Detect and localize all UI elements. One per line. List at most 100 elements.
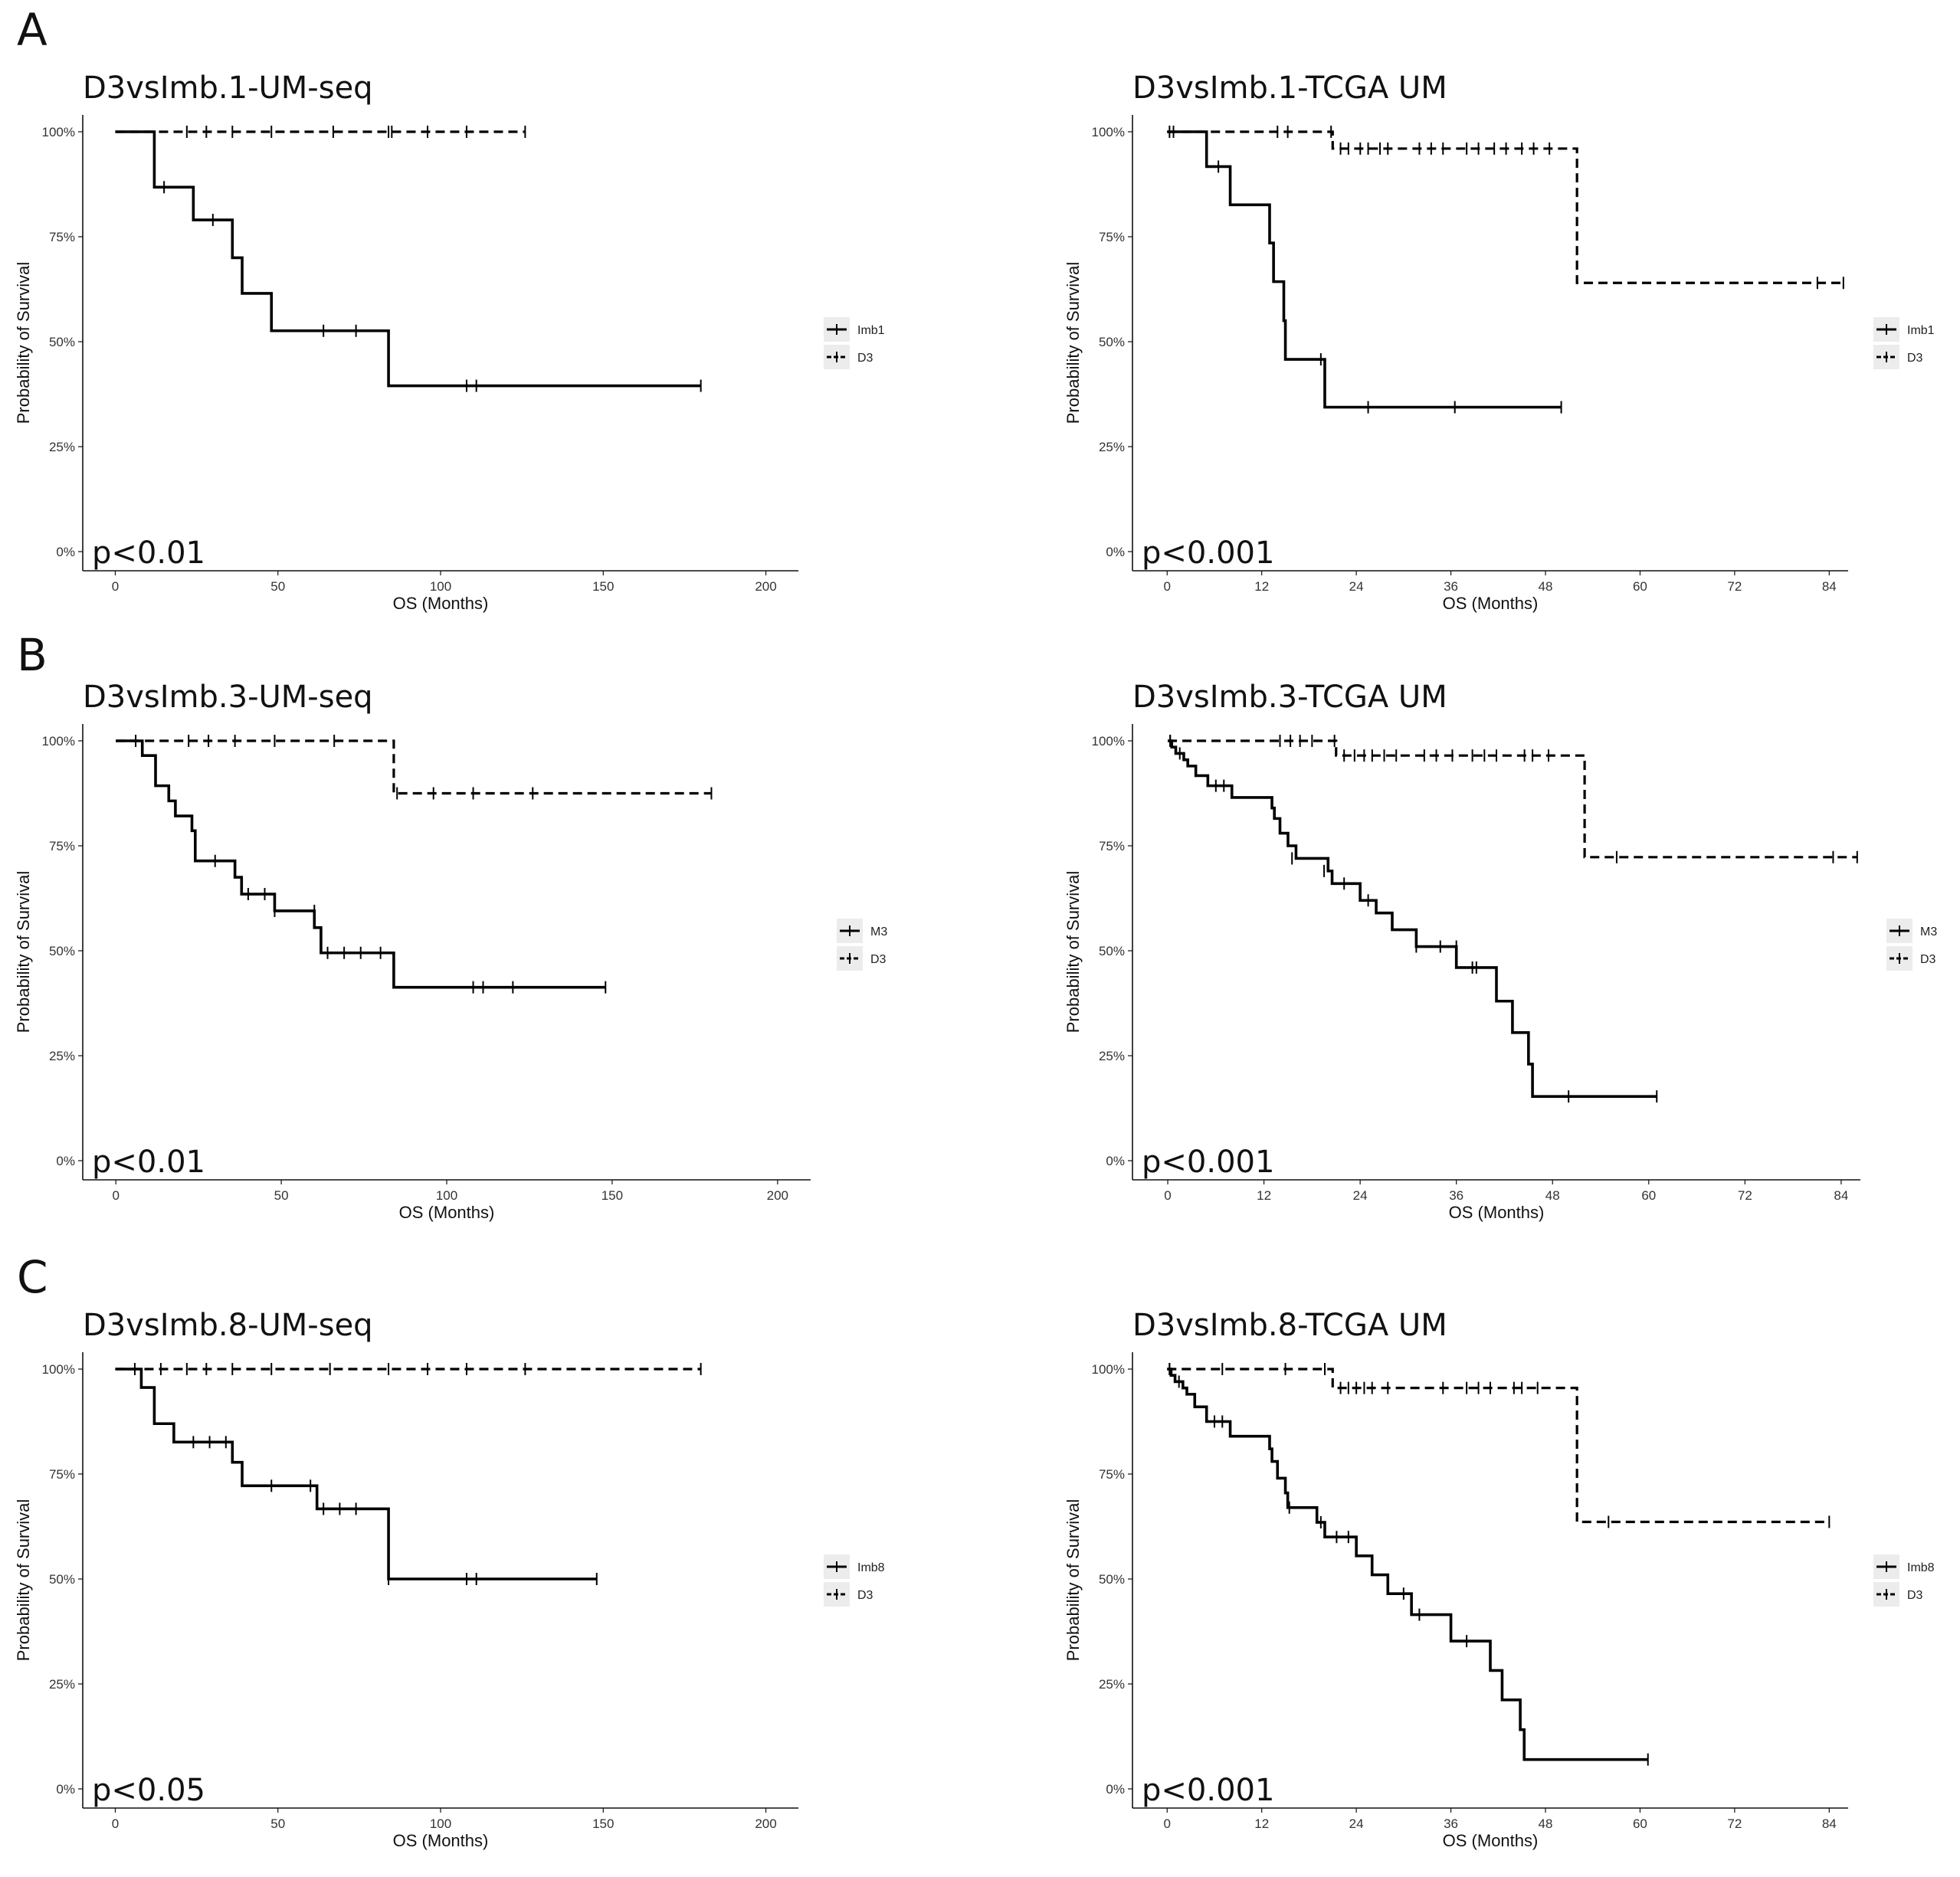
legend-label: Imb8 bbox=[857, 1561, 885, 1574]
x-tick-label: 48 bbox=[1539, 1816, 1553, 1831]
survival-curve-imb1 bbox=[115, 130, 701, 388]
x-tick-label: 0 bbox=[1164, 1816, 1171, 1831]
y-tick-label: 25% bbox=[1099, 1049, 1125, 1063]
y-tick-label: 0% bbox=[56, 545, 75, 559]
y-axis-label: Probability of Survival bbox=[14, 1499, 33, 1662]
legend-label: D3 bbox=[1920, 953, 1936, 966]
km-plot-c-tcga-um: D3vsImb.8-TCGA UM 0% 25% 50% 75% 100% 0 12 24 36 4… bbox=[1050, 1295, 1960, 1877]
x-tick-label: 72 bbox=[1727, 579, 1742, 594]
y-tick-label: 100% bbox=[1092, 734, 1125, 749]
series-d3 bbox=[116, 735, 713, 800]
x-tick-label: 84 bbox=[1822, 1816, 1837, 1831]
y-tick-label: 25% bbox=[49, 440, 75, 454]
km-plot-svg: D3vsImb.3-UM-seq 0% 25% 50% 75% 100% 0 50 100 150… bbox=[14, 680, 887, 1222]
series-d3 bbox=[1167, 1363, 1831, 1528]
y-tick-label: 25% bbox=[49, 1677, 75, 1692]
y-axis-label: Probability of Survival bbox=[14, 871, 33, 1033]
legend: M3 D3 bbox=[1886, 919, 1937, 971]
survival-curve-imb1 bbox=[1167, 130, 1562, 409]
x-tick-label: 0 bbox=[1164, 579, 1171, 594]
legend: Imb1 D3 bbox=[824, 317, 885, 369]
chart-title: D3vsImb.1-UM-seq bbox=[83, 70, 373, 106]
y-tick-label: 100% bbox=[42, 1362, 75, 1377]
p-value: p<0.01 bbox=[92, 536, 205, 571]
chart-title: D3vsImb.8-UM-seq bbox=[83, 1308, 373, 1343]
series-d3 bbox=[1167, 126, 1845, 290]
chart-title: D3vsImb.3-UM-seq bbox=[83, 680, 373, 715]
km-plot-svg: D3vsImb.8-TCGA UM 0% 25% 50% 75% 100% 0 12 24 36 4… bbox=[1064, 1308, 1935, 1850]
y-tick-label: 50% bbox=[1099, 944, 1125, 958]
x-tick-label: 150 bbox=[592, 579, 614, 594]
legend: M3 D3 bbox=[837, 919, 887, 971]
y-tick-label: 0% bbox=[1106, 545, 1125, 559]
x-tick-label: 150 bbox=[592, 1816, 614, 1831]
y-tick-label: 0% bbox=[56, 1154, 75, 1168]
y-tick-label: 75% bbox=[1099, 230, 1125, 244]
x-tick-label: 100 bbox=[430, 1816, 451, 1831]
x-tick-label: 0 bbox=[112, 1188, 119, 1203]
legend-label: D3 bbox=[857, 1589, 873, 1602]
x-tick-label: 84 bbox=[1822, 579, 1837, 594]
legend-label: D3 bbox=[857, 352, 873, 365]
p-value: p<0.001 bbox=[1142, 1773, 1274, 1808]
y-tick-label: 100% bbox=[1092, 125, 1125, 139]
x-tick-label: 0 bbox=[1164, 1188, 1171, 1203]
legend-label: D3 bbox=[1907, 352, 1923, 365]
survival-curve-d3 bbox=[1167, 1368, 1830, 1524]
y-tick-label: 0% bbox=[56, 1782, 75, 1797]
x-tick-label: 48 bbox=[1545, 1188, 1560, 1203]
chart-title: D3vsImb.3-TCGA UM bbox=[1132, 680, 1447, 715]
km-plot-a-tcga-um: D3vsImb.1-TCGA UM 0% 25% 50% 75% 100% 0 12 24 36 4… bbox=[1050, 46, 1960, 628]
chart-title: D3vsImb.8-TCGA UM bbox=[1132, 1308, 1447, 1343]
x-tick-label: 24 bbox=[1349, 1816, 1364, 1831]
x-tick-label: 200 bbox=[755, 1816, 776, 1831]
p-value: p<0.01 bbox=[92, 1145, 205, 1180]
x-tick-label: 100 bbox=[436, 1188, 457, 1203]
survival-curve-d3 bbox=[1168, 739, 1857, 859]
survival-curve-imb8 bbox=[115, 1368, 597, 1581]
legend-label: Imb8 bbox=[1907, 1561, 1935, 1574]
series-d3 bbox=[115, 1363, 702, 1375]
y-tick-label: 25% bbox=[1099, 440, 1125, 454]
series-d3 bbox=[115, 126, 526, 138]
km-plot-a-um-seq: D3vsImb.1-UM-seq 0% 25% 50% 75% 100% 0 50 100 150… bbox=[0, 46, 942, 628]
legend-label: M3 bbox=[1920, 925, 1937, 938]
series-imb1 bbox=[115, 130, 702, 392]
series-imb8 bbox=[1167, 1363, 1649, 1766]
p-value: p<0.001 bbox=[1142, 1145, 1274, 1180]
y-tick-label: 100% bbox=[42, 125, 75, 139]
x-tick-label: 60 bbox=[1633, 579, 1647, 594]
y-tick-label: 50% bbox=[49, 944, 75, 958]
x-tick-label: 50 bbox=[270, 579, 285, 594]
km-plot-svg: D3vsImb.3-TCGA UM 0% 25% 50% 75% 100% 0 12 24 36 4… bbox=[1064, 680, 1937, 1222]
legend: Imb8 D3 bbox=[1873, 1554, 1935, 1607]
x-tick-label: 24 bbox=[1353, 1188, 1368, 1203]
km-plot-c-um-seq: D3vsImb.8-UM-seq 0% 25% 50% 75% 100% 0 50 100 150… bbox=[0, 1295, 942, 1877]
survival-curve-d3 bbox=[1167, 130, 1845, 284]
x-tick-label: 60 bbox=[1641, 1188, 1656, 1203]
x-tick-label: 0 bbox=[112, 1816, 119, 1831]
y-tick-label: 75% bbox=[49, 1467, 75, 1482]
x-tick-label: 72 bbox=[1727, 1816, 1742, 1831]
km-plot-svg: D3vsImb.8-UM-seq 0% 25% 50% 75% 100% 0 50 100 150… bbox=[14, 1308, 885, 1850]
y-tick-label: 50% bbox=[1099, 1572, 1125, 1587]
series-imb8 bbox=[115, 1368, 598, 1585]
p-value: p<0.05 bbox=[92, 1773, 205, 1808]
km-plot-svg: D3vsImb.1-TCGA UM 0% 25% 50% 75% 100% 0 12 24 36 4… bbox=[1064, 70, 1935, 613]
y-axis-label: Probability of Survival bbox=[1064, 871, 1083, 1033]
y-tick-label: 50% bbox=[49, 1572, 75, 1587]
series-m3 bbox=[116, 739, 607, 994]
legend: Imb8 D3 bbox=[824, 1554, 885, 1607]
y-axis-label: Probability of Survival bbox=[1064, 1499, 1083, 1662]
x-tick-label: 24 bbox=[1349, 579, 1364, 594]
x-tick-label: 12 bbox=[1254, 1816, 1269, 1831]
p-value: p<0.001 bbox=[1142, 536, 1274, 571]
x-tick-label: 36 bbox=[1449, 1188, 1463, 1203]
x-tick-label: 60 bbox=[1633, 1816, 1647, 1831]
series-d3 bbox=[1168, 735, 1858, 863]
legend-label: Imb1 bbox=[857, 324, 885, 337]
legend-label: D3 bbox=[870, 953, 887, 966]
x-tick-label: 12 bbox=[1254, 579, 1269, 594]
x-tick-label: 100 bbox=[430, 579, 451, 594]
y-tick-label: 100% bbox=[42, 734, 75, 749]
